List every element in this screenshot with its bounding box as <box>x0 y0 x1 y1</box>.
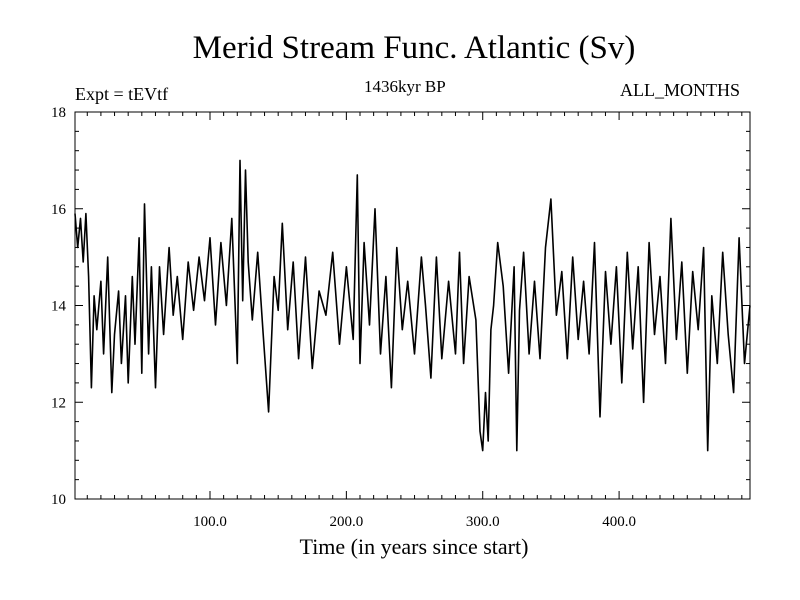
x-tick-label: 300.0 <box>466 514 500 530</box>
axis-ticks <box>75 111 750 500</box>
y-tick-label: 12 <box>51 395 66 411</box>
x-tick-label: 200.0 <box>329 514 363 530</box>
y-tick-label: 18 <box>51 105 66 121</box>
months-label: ALL_MONTHS <box>620 80 740 100</box>
x-tick-label: 100.0 <box>193 514 227 530</box>
x-axis-label: Time (in years since start) <box>299 534 529 559</box>
chart-title: Merid Stream Func. Atlantic (Sv) <box>192 30 636 66</box>
y-tick-label: 16 <box>51 202 67 218</box>
series-line-atlantic-moc <box>74 159 751 452</box>
plot-frame <box>74 111 751 500</box>
y-tick-label: 14 <box>51 299 67 315</box>
experiment-label: Expt = tEVtf <box>75 84 169 104</box>
subtitle-label: 1436kyr BP <box>364 77 446 96</box>
x-tick-label: 400.0 <box>602 514 636 530</box>
axis-tick-labels: 10 12 14 16 18 100.0 200.0 300.0 400.0 <box>51 105 636 530</box>
y-tick-label: 10 <box>51 492 66 508</box>
